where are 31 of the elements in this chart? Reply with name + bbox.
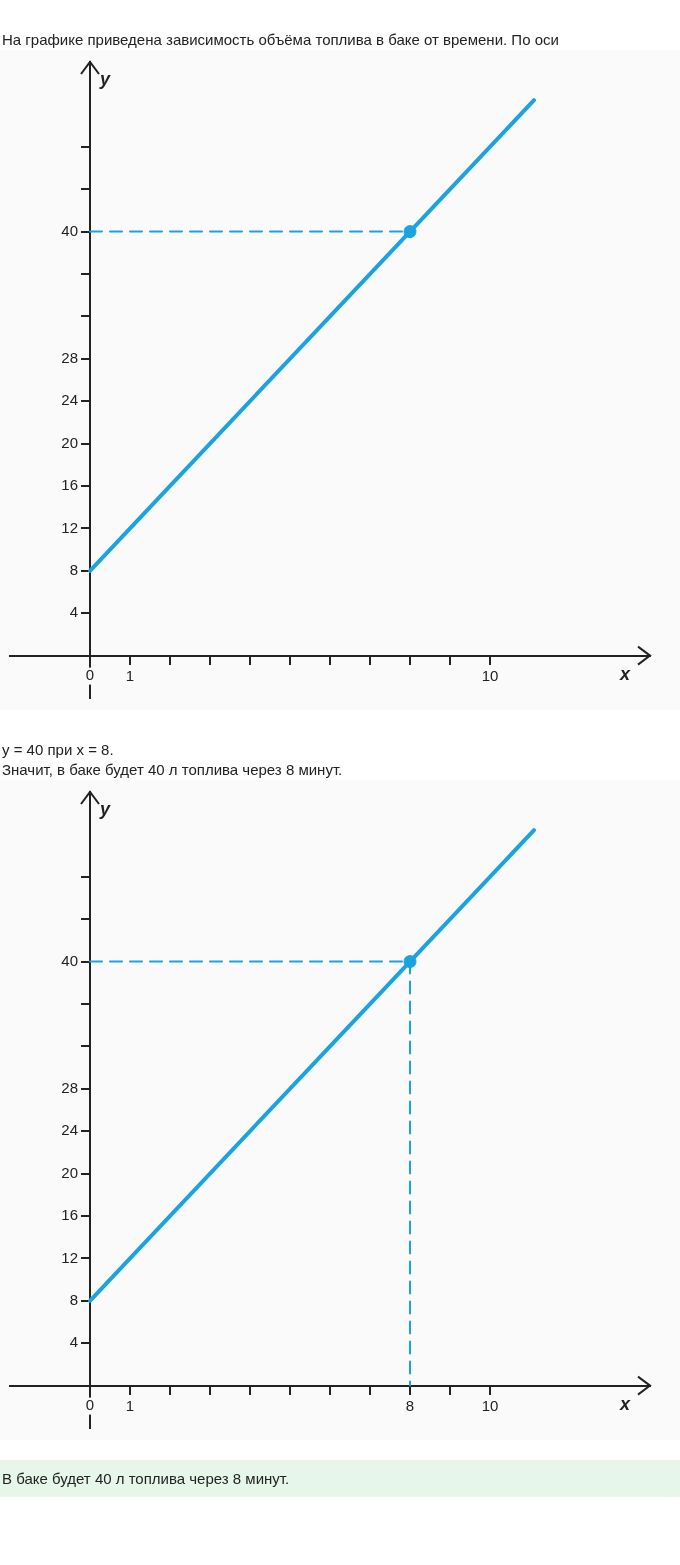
x-axis-title: x [618,663,631,684]
chart-subtitle: Значит, в баке будет 40 л топлива через 8 минут. [1,760,344,780]
y-tick-label: 20 [61,1163,78,1181]
y-tick-label: 24 [61,391,78,409]
y-tick-label: 12 [61,518,78,536]
chart-title: На графике приведена зависимость объёма топлива в баке от времени. По оси [1,30,560,50]
x-axis-title: x [618,1393,631,1414]
x-tick-label: 1 [125,1396,135,1414]
chart-title: y = 40 при x = 8. [1,740,115,760]
y-tick-label: 16 [61,476,78,494]
y-tick-label: 20 [61,433,78,451]
x-tick-label: 1 [125,666,135,684]
y-tick-label: 28 [61,348,78,366]
x-tick-label: 0 [85,666,95,684]
x-tick-label: 10 [481,1396,499,1414]
y-tick-label: 16 [61,1206,78,1224]
x-tick-label: 10 [481,666,499,684]
y-axis-title: y [99,68,111,89]
y-tick-label: 8 [69,560,78,578]
x-tick-label: 8 [405,1396,415,1414]
y-tick-label: 12 [61,1248,78,1266]
y-tick-label: 4 [69,603,78,621]
y-tick-label: 24 [61,1121,78,1139]
y-tick-label: 40 [61,951,78,969]
y-tick-label: 4 [69,1333,78,1351]
y-tick-label: 28 [61,1078,78,1096]
x-tick-label: 0 [85,1396,95,1414]
y-axis-title: y [99,798,111,819]
y-tick-label: 8 [69,1290,78,1308]
text: В баке будет 40 л топлива через 8 минут. [0,1460,680,1497]
y-tick-label: 40 [61,221,78,239]
